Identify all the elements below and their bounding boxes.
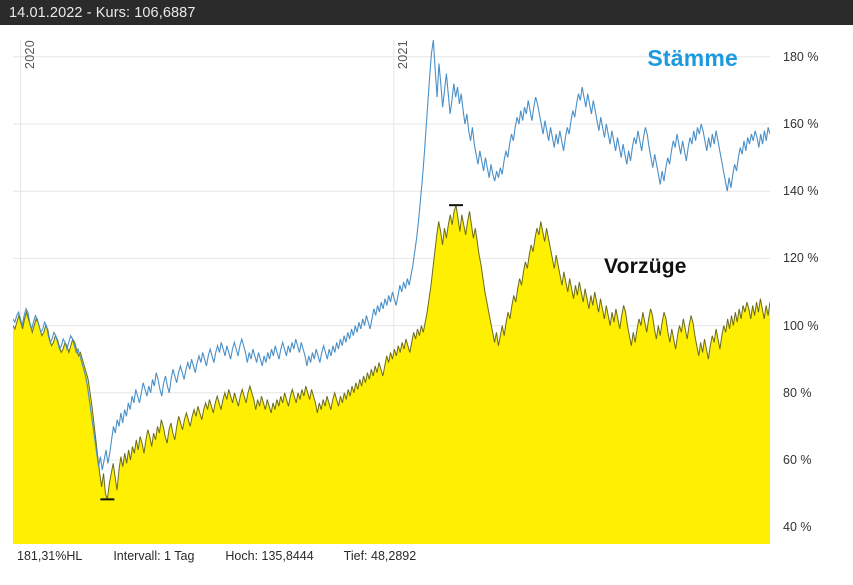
y-axis-tick-80: 80 % [783, 385, 812, 400]
y-axis-tick-60: 60 % [783, 453, 812, 467]
x-axis-label-2020: 2020 [22, 40, 37, 70]
chart-canvas-area[interactable]: 2020 2021 Stämme Vorzüge [0, 25, 853, 545]
plot-region[interactable] [13, 40, 770, 544]
chart-svg [13, 40, 770, 544]
y-axis-tick-40: 40 % [783, 520, 812, 535]
x-axis-label-2021: 2021 [395, 40, 410, 70]
extreme-markers-group [100, 204, 464, 501]
status-interval: Intervall: 1 Tag [113, 549, 195, 563]
vorzuege-line-path [13, 205, 770, 500]
y-axis-scale[interactable]: 40 % 60 % 80 % 100 % 120 % 140 % 160 % 180 % [770, 25, 853, 545]
staemme-line-path [13, 40, 770, 471]
y-axis-tick-160: 160 % [783, 117, 819, 131]
header-quote-readout: 14.01.2022 - Kurs: 106,6887 [9, 4, 196, 21]
y-axis-tick-100: 100 % [783, 318, 819, 333]
status-hl-range: 181,31%HL [17, 549, 83, 563]
status-low: Tief: 48,2892 [343, 549, 417, 563]
status-bar: 181,31%HL Intervall: 1 Tag Hoch: 135,844… [0, 545, 853, 585]
status-high: Hoch: 135,8444 [225, 549, 314, 563]
y-axis-tick-140: 140 % [783, 184, 819, 199]
y-axis-tick-180: 180 % [783, 49, 819, 64]
header-bar: 14.01.2022 - Kurs: 106,6887 [0, 0, 853, 25]
vorzuege-area-path [13, 205, 770, 544]
y-axis-tick-120: 120 % [783, 251, 819, 266]
